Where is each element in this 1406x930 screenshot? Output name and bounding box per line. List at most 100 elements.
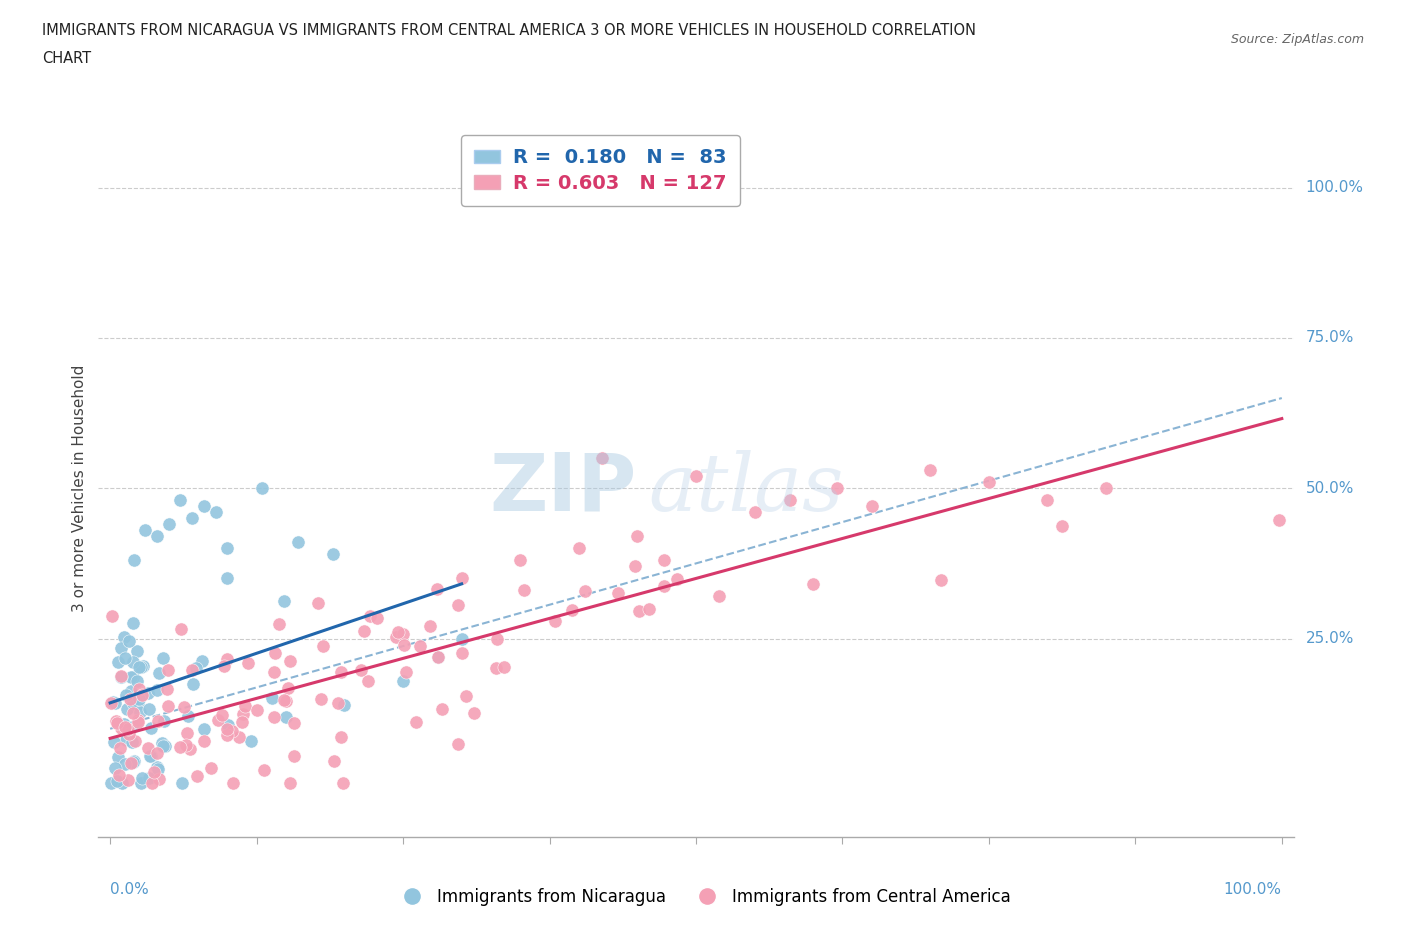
Point	[110, 740, 132, 755]
Text: IMMIGRANTS FROM NICARAGUA VS IMMIGRANTS FROM CENTRAL AMERICA 3 OR MORE VEHICLES : IMMIGRANTS FROM NICARAGUA VS IMMIGRANTS …	[42, 23, 976, 38]
Point	[120, 691, 142, 706]
Point	[228, 729, 250, 744]
Point	[744, 505, 766, 520]
Point	[125, 644, 148, 658]
Point	[283, 749, 305, 764]
Point	[120, 755, 142, 770]
Point	[252, 481, 274, 496]
Point	[638, 601, 661, 616]
Point	[450, 631, 472, 646]
Point	[129, 776, 152, 790]
Point	[353, 623, 375, 638]
Point	[179, 741, 201, 756]
Point	[200, 760, 222, 775]
Point	[450, 571, 472, 586]
Point	[204, 505, 226, 520]
Point	[122, 696, 145, 711]
Point	[114, 720, 136, 735]
Point	[238, 656, 260, 671]
Point	[359, 608, 381, 623]
Point	[419, 618, 441, 633]
Point	[122, 706, 145, 721]
Point	[121, 670, 143, 684]
Point	[146, 529, 169, 544]
Point	[211, 708, 233, 723]
Point	[273, 594, 295, 609]
Point	[274, 693, 297, 708]
Point	[169, 493, 191, 508]
Point	[156, 663, 179, 678]
Point	[101, 695, 124, 710]
Point	[652, 552, 675, 567]
Point	[384, 630, 406, 644]
Point	[568, 541, 591, 556]
Point	[233, 698, 256, 713]
Point	[262, 690, 284, 705]
Point	[141, 720, 163, 735]
Point	[1050, 518, 1073, 533]
Point	[117, 722, 139, 737]
Point	[1268, 512, 1291, 527]
Point	[231, 714, 253, 729]
Point	[110, 641, 132, 656]
Legend: Immigrants from Nicaragua, Immigrants from Central America: Immigrants from Nicaragua, Immigrants fr…	[388, 881, 1018, 912]
Point	[146, 759, 169, 774]
Point	[278, 776, 301, 790]
Point	[430, 701, 453, 716]
Text: atlas: atlas	[648, 449, 844, 527]
Point	[117, 633, 139, 648]
Point	[253, 763, 276, 777]
Point	[263, 710, 285, 724]
Point	[215, 652, 238, 667]
Point	[217, 727, 239, 742]
Point	[103, 734, 125, 749]
Point	[111, 776, 134, 790]
Point	[148, 666, 170, 681]
Point	[153, 738, 176, 753]
Point	[124, 734, 146, 749]
Point	[269, 616, 291, 631]
Point	[105, 716, 128, 731]
Point	[181, 511, 204, 525]
Point	[513, 582, 536, 597]
Point	[232, 706, 254, 721]
Point	[451, 645, 474, 660]
Point	[100, 776, 122, 790]
Point	[115, 732, 138, 747]
Point	[931, 573, 953, 588]
Point	[112, 630, 135, 644]
Point	[141, 776, 163, 790]
Point	[148, 762, 170, 777]
Point	[170, 621, 193, 636]
Point	[173, 699, 195, 714]
Point	[177, 709, 200, 724]
Point	[427, 649, 450, 664]
Point	[387, 624, 409, 639]
Point	[427, 649, 450, 664]
Point	[117, 721, 139, 736]
Point	[100, 696, 122, 711]
Point	[544, 613, 567, 628]
Point	[278, 654, 301, 669]
Point	[709, 589, 731, 604]
Point	[283, 715, 305, 730]
Point	[307, 595, 329, 610]
Point	[132, 658, 155, 673]
Point	[221, 776, 243, 790]
Point	[122, 553, 145, 568]
Point	[191, 654, 214, 669]
Point	[333, 698, 356, 712]
Point	[463, 706, 485, 721]
Point	[492, 659, 515, 674]
Point	[627, 604, 650, 618]
Point	[105, 774, 128, 789]
Point	[665, 572, 688, 587]
Point	[100, 608, 122, 623]
Point	[329, 664, 352, 679]
Point	[860, 498, 883, 513]
Point	[174, 737, 197, 752]
Point	[357, 673, 380, 688]
Text: ZIP: ZIP	[489, 449, 636, 527]
Point	[392, 627, 415, 642]
Point	[394, 665, 416, 680]
